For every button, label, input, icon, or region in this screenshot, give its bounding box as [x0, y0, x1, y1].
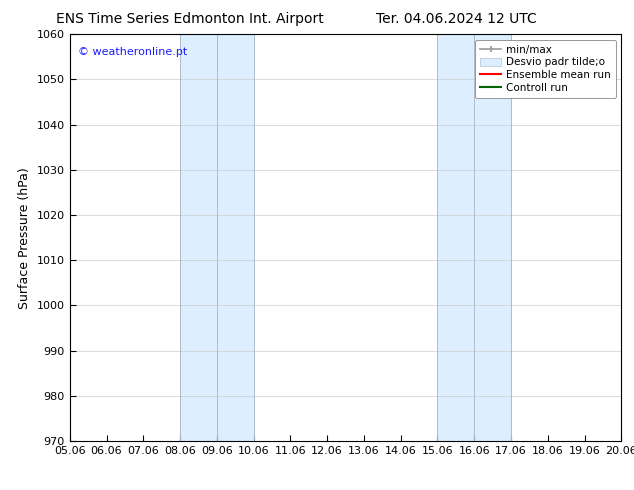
Text: Ter. 04.06.2024 12 UTC: Ter. 04.06.2024 12 UTC: [376, 12, 537, 26]
Text: ENS Time Series Edmonton Int. Airport: ENS Time Series Edmonton Int. Airport: [56, 12, 324, 26]
Y-axis label: Surface Pressure (hPa): Surface Pressure (hPa): [18, 167, 31, 309]
Text: © weatheronline.pt: © weatheronline.pt: [78, 47, 187, 56]
Legend: min/max, Desvio padr tilde;o, Ensemble mean run, Controll run: min/max, Desvio padr tilde;o, Ensemble m…: [475, 40, 616, 98]
Bar: [180, 34, 254, 441]
Bar: [437, 34, 511, 441]
